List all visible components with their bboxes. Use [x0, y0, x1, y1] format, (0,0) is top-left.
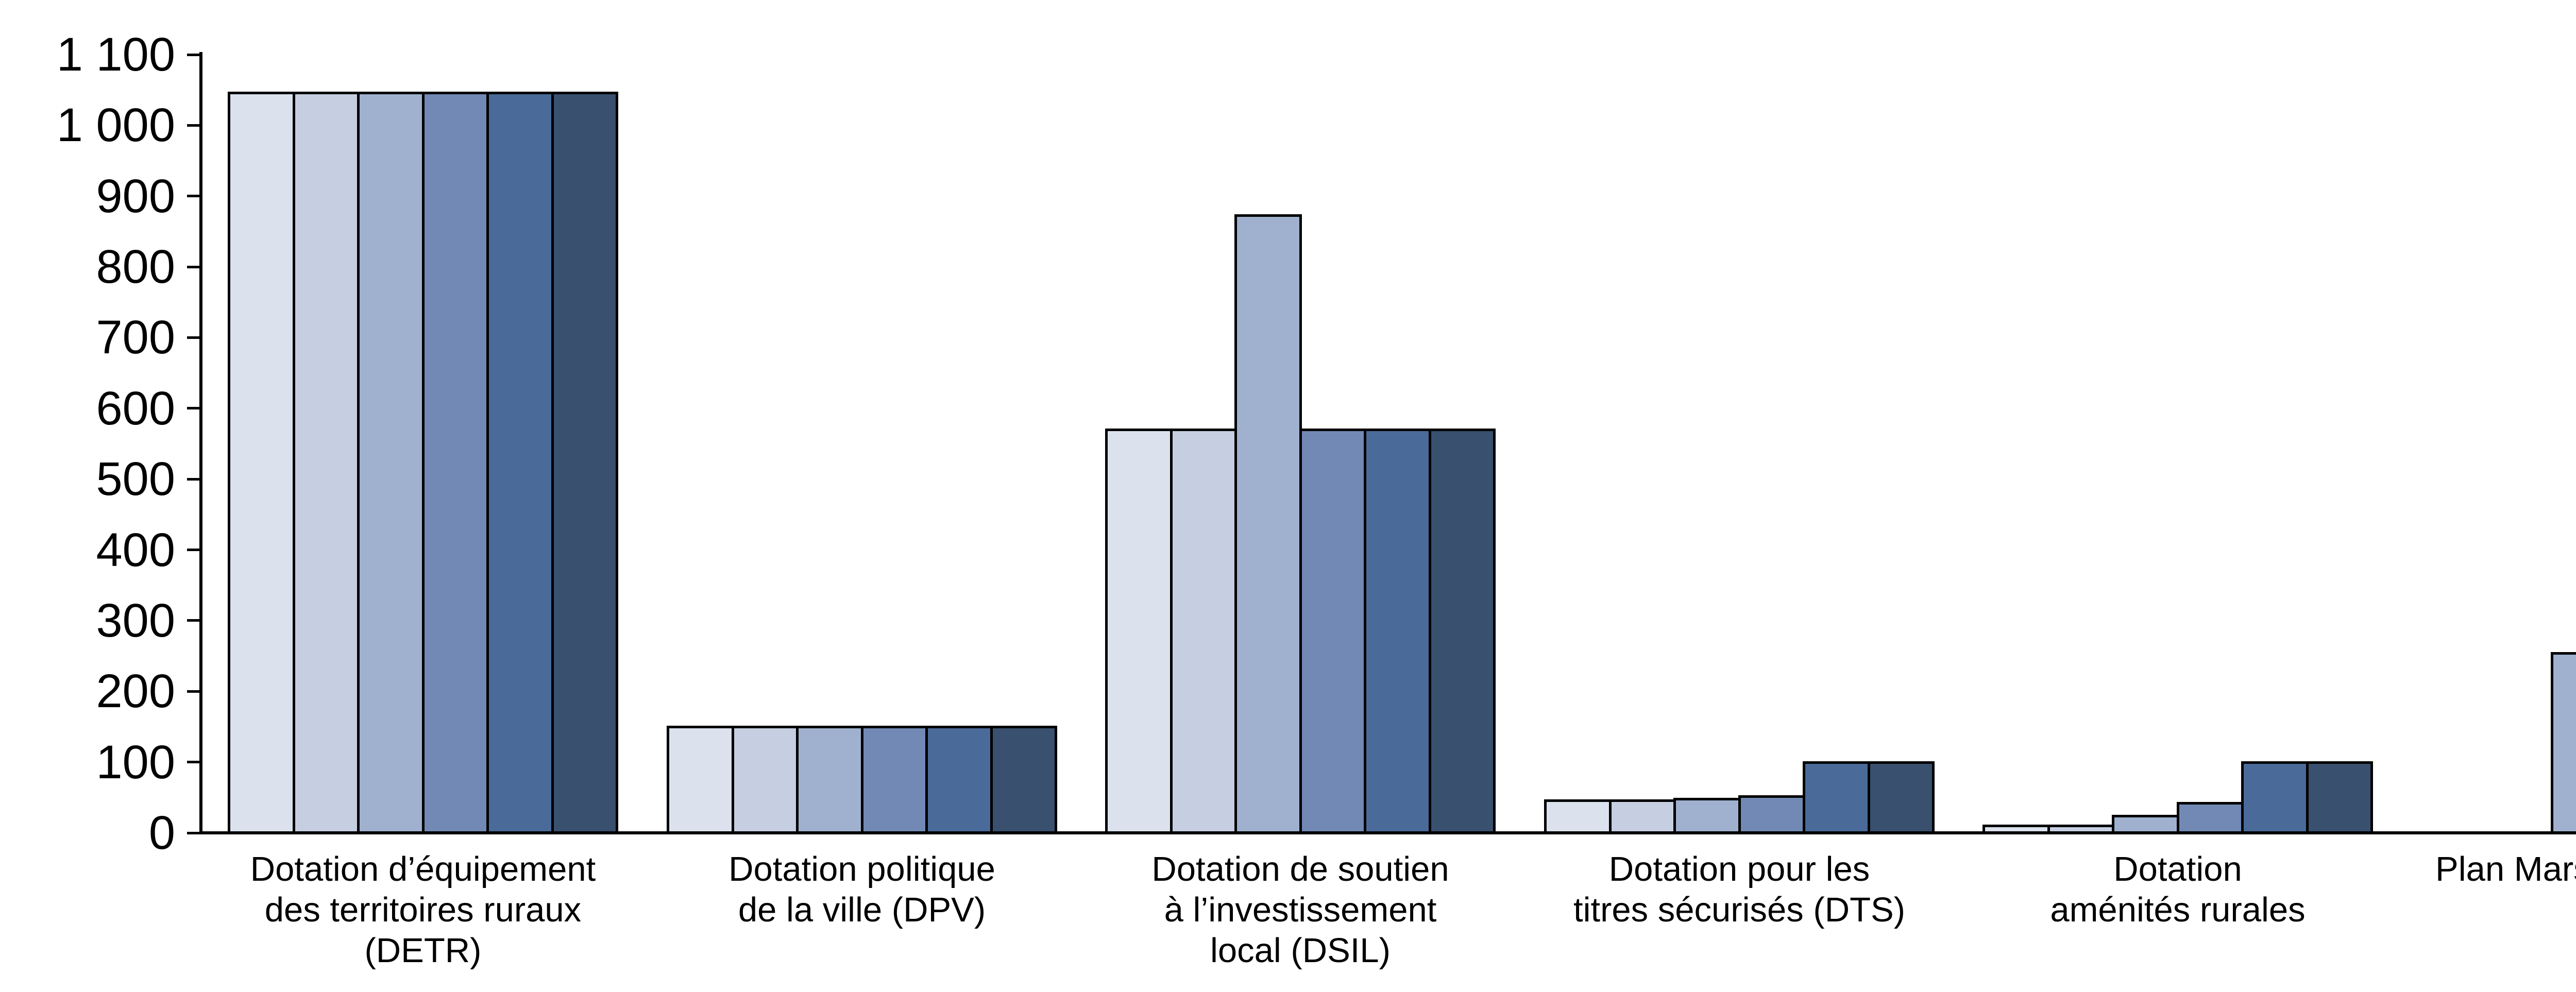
- x-axis-line: [199, 831, 2576, 834]
- y-tick-mark: [187, 53, 201, 56]
- y-tick-label: 200: [96, 665, 176, 718]
- bar-plf-2025: [1428, 429, 1496, 834]
- bar-lfi-2021: [1608, 799, 1676, 834]
- y-tick-label: 400: [96, 523, 176, 576]
- bar-lfi-2021: [731, 726, 799, 834]
- category-label: Dotation de soutien à l’investissement loc…: [1058, 849, 1543, 971]
- bar-lfi-2020: [1105, 429, 1173, 834]
- bar-plf-2025: [990, 726, 1057, 834]
- category-label-line: Plan Marseille en grand: [2435, 850, 2576, 888]
- category-label-line: (DETR): [364, 931, 482, 970]
- category-label-line: Dotation d’équipement: [250, 850, 596, 888]
- bar-lfi-2023: [1738, 795, 1805, 834]
- category-label: Dotation pour les titres sécurisés (DTS): [1497, 849, 1981, 930]
- y-tick-mark: [187, 265, 201, 268]
- bar-lfi-2024: [1364, 429, 1431, 834]
- y-tick-label: 900: [96, 169, 176, 223]
- y-tick-label: 100: [96, 736, 176, 789]
- category-label-line: de la ville (DPV): [738, 891, 986, 929]
- y-tick-mark: [187, 336, 201, 339]
- bar-lfi-2022: [2551, 652, 2576, 834]
- bar-lfi-2023: [2176, 802, 2244, 834]
- y-tick-mark: [187, 407, 201, 410]
- y-tick-mark: [187, 619, 201, 622]
- y-tick-mark: [187, 690, 201, 693]
- y-tick-label: 500: [96, 453, 176, 506]
- bar-lfi-2020: [667, 726, 734, 834]
- bar-lfi-2023: [860, 726, 928, 834]
- bar-lfi-2023: [421, 92, 489, 834]
- y-tick-mark: [187, 195, 201, 198]
- bar-lfi-2023: [1299, 429, 1366, 834]
- category-label: Dotation politique de la ville (DPV): [620, 849, 1104, 930]
- bar-plf-2025: [1867, 761, 1935, 834]
- category-label: Dotation aménités rurales: [1936, 849, 2420, 930]
- y-tick-label: 700: [96, 311, 176, 364]
- y-tick-mark: [187, 831, 201, 834]
- category-label-line: des territoires ruraux: [264, 891, 582, 929]
- category-label-line: aménités rurales: [2050, 891, 2306, 929]
- y-axis-line: [199, 52, 202, 834]
- category-label-line: à l’investissement: [1164, 891, 1437, 929]
- bar-lfi-2024: [2241, 761, 2309, 834]
- category-label-line: Dotation de soutien: [1151, 850, 1449, 888]
- y-tick-label: 800: [96, 241, 176, 294]
- bar-lfi-2020: [1544, 799, 1612, 834]
- category-label: Plan Marseille en grand: [2375, 849, 2576, 890]
- category-label-line: Dotation: [2113, 850, 2242, 888]
- y-tick-label: 1 100: [56, 28, 175, 81]
- y-tick-mark: [187, 761, 201, 764]
- category-label-line: titres sécurisés (DTS): [1573, 891, 1906, 929]
- bar-lfi-2022: [357, 92, 425, 834]
- y-tick-label: 300: [96, 594, 176, 647]
- y-tick-mark: [187, 549, 201, 552]
- category-label-line: Dotation pour les: [1608, 850, 1870, 888]
- bar-lfi-2021: [292, 92, 360, 834]
- y-tick-label: 0: [148, 807, 175, 859]
- bar-lfi-2022: [1234, 214, 1302, 834]
- bar-lfi-2022: [1673, 798, 1741, 834]
- bar-lfi-2024: [1803, 761, 1870, 834]
- bar-lfi-2024: [486, 92, 554, 834]
- category-label-line: Dotation politique: [728, 850, 995, 888]
- category-label: Dotation d’équipement des territoires rur…: [181, 849, 665, 971]
- y-tick-mark: [187, 124, 201, 127]
- y-tick-label: 1 000: [56, 99, 175, 152]
- bar-plf-2025: [2306, 761, 2373, 834]
- bar-lfi-2021: [1170, 429, 1237, 834]
- bar-lfi-2022: [796, 726, 863, 834]
- bar-lfi-2024: [925, 726, 993, 834]
- bar-lfi-2020: [228, 92, 295, 834]
- category-label-line: local (DSIL): [1210, 931, 1391, 970]
- y-tick-label: 600: [96, 382, 176, 435]
- y-tick-mark: [187, 477, 201, 481]
- bar-plf-2025: [551, 92, 618, 834]
